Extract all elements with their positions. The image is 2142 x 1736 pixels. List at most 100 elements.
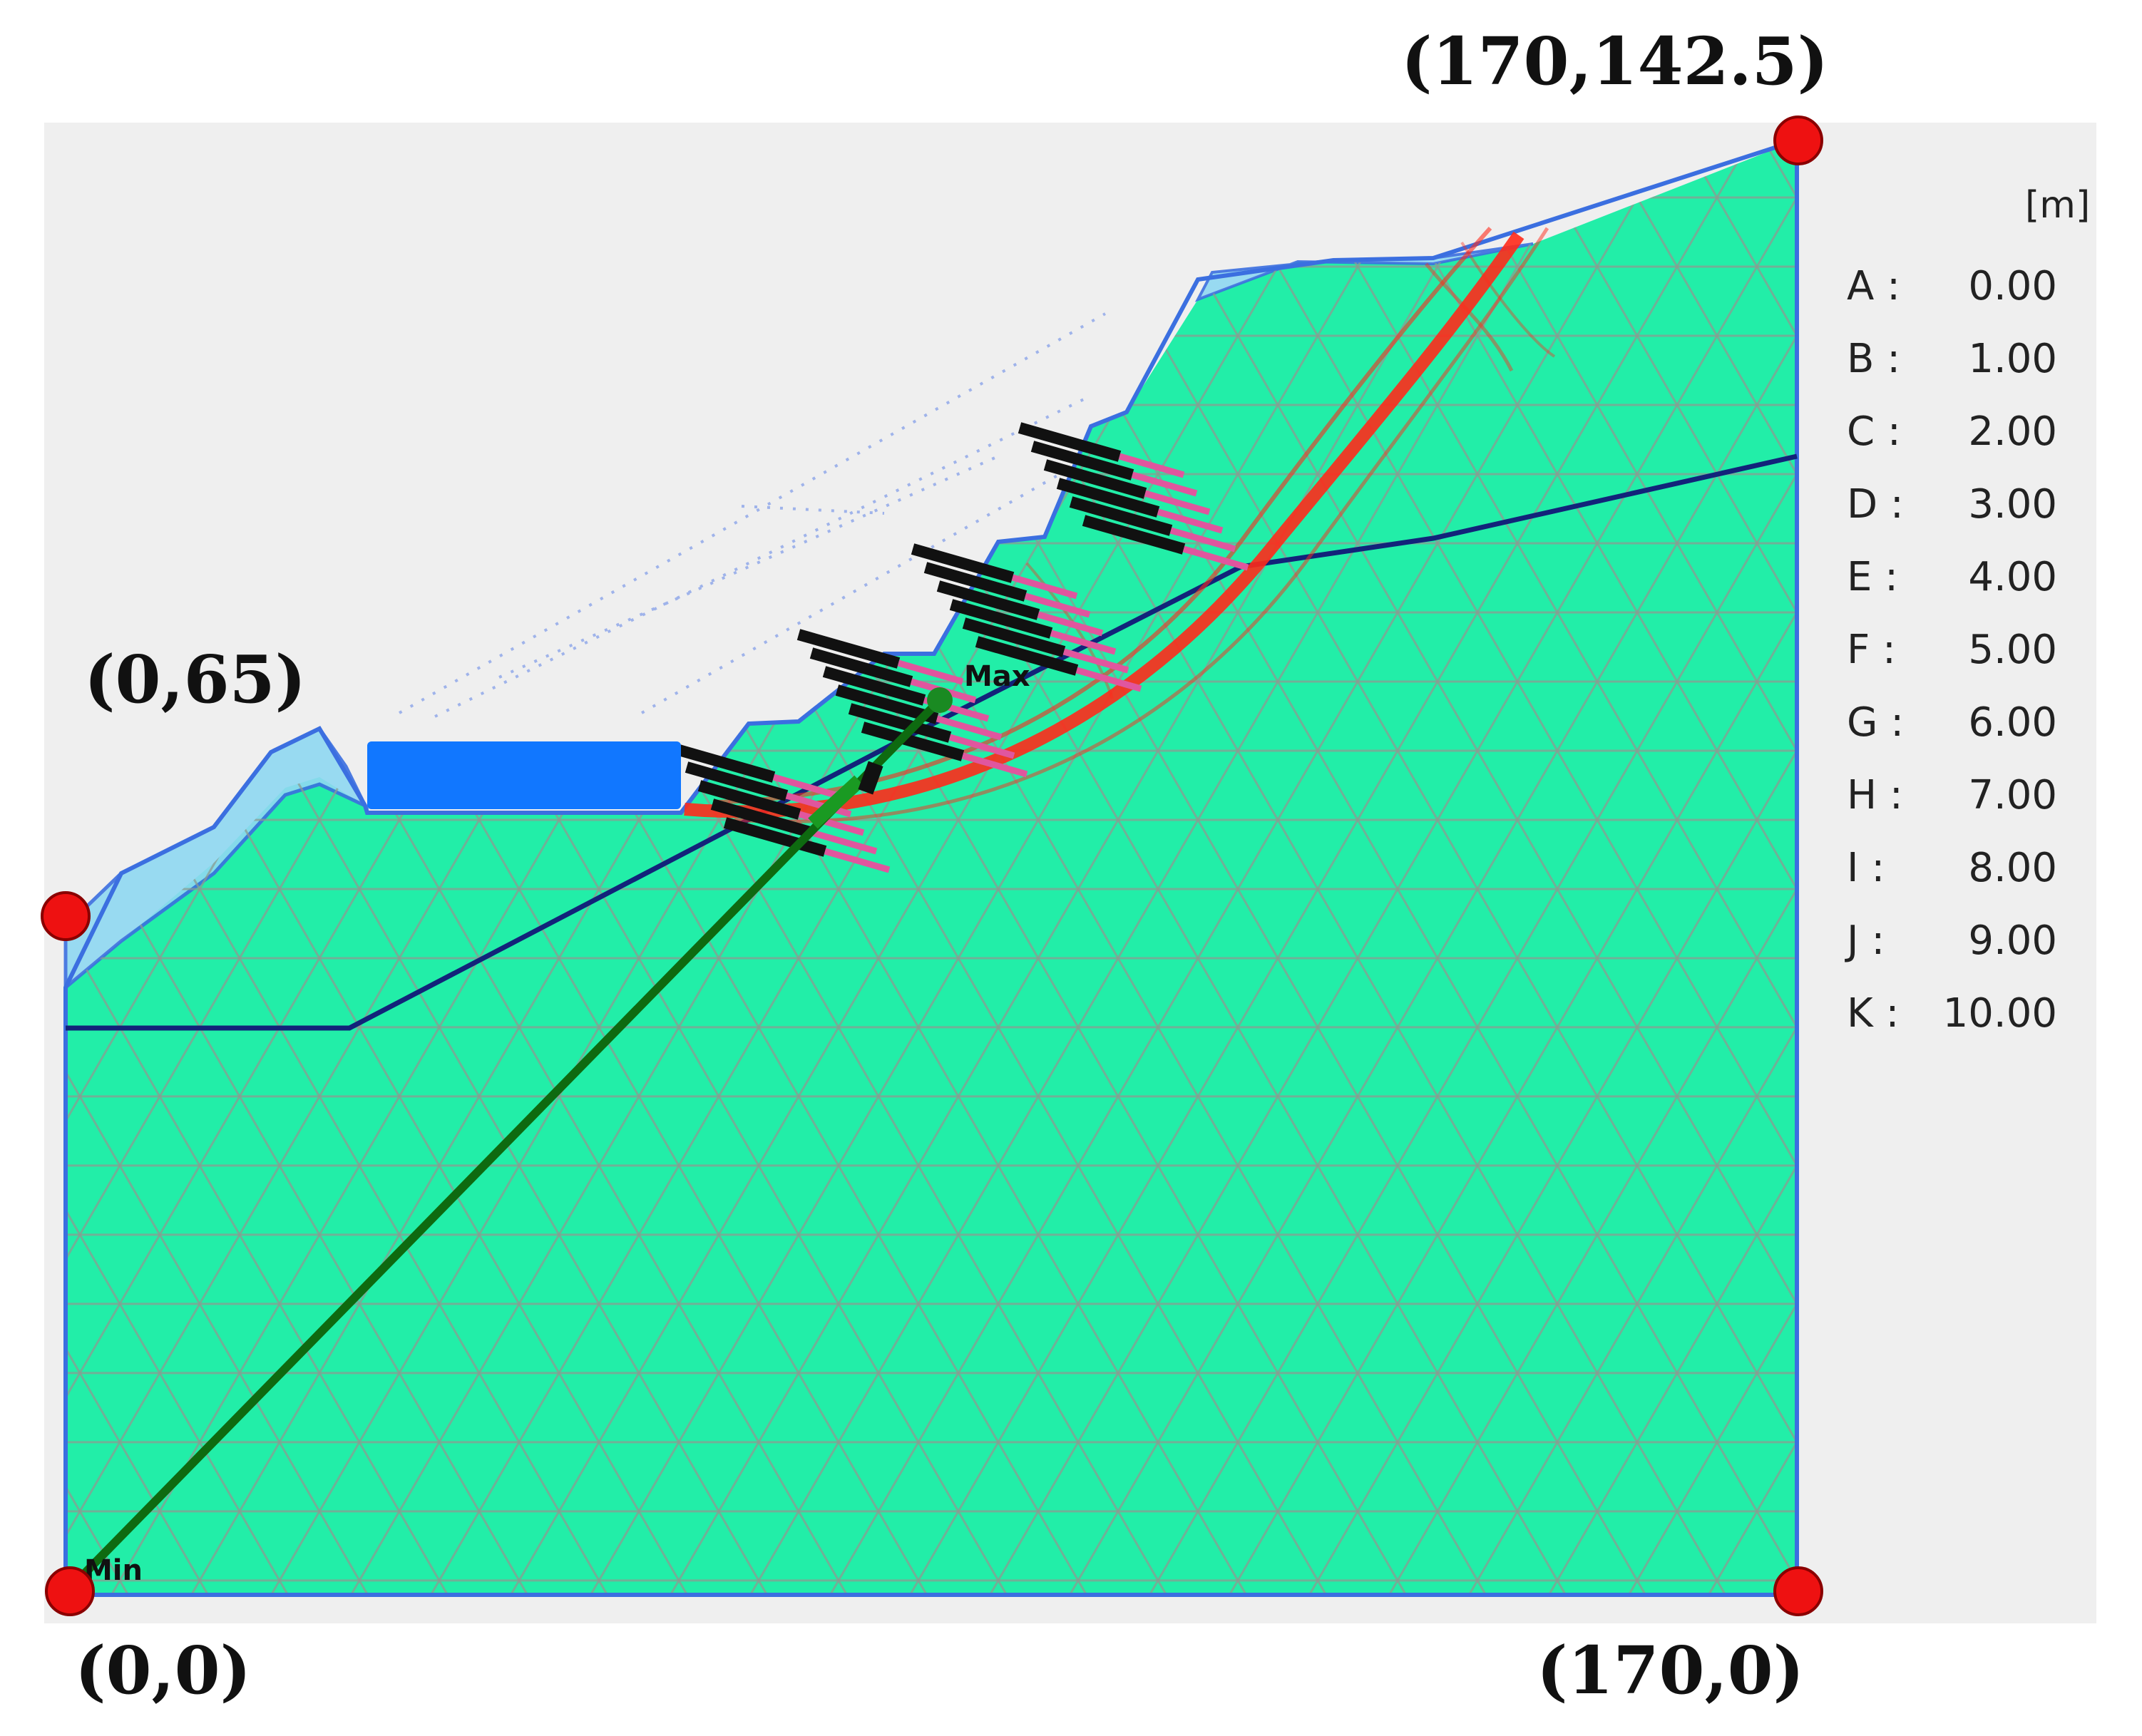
mesh-edge — [1398, 1650, 1438, 1719]
mesh-edge — [837, 1442, 880, 1512]
mesh-edge — [1636, 335, 1679, 406]
mesh-edge — [1476, 888, 1519, 959]
mesh-edge — [677, 1580, 720, 1595]
mesh-edge — [1756, 957, 1797, 1028]
mesh-edge — [1276, 1096, 1319, 1166]
mesh-edge — [1157, 1096, 1199, 1166]
corner-label-left: (0,65) — [84, 641, 306, 718]
mesh-edge — [639, 1650, 679, 1719]
anchor-bonded-length — [911, 543, 1015, 583]
mesh-edge — [359, 1719, 399, 1736]
corner-point-left — [41, 891, 91, 941]
mesh-edge — [438, 1580, 481, 1595]
mesh-edge — [1316, 1511, 1359, 1581]
mesh-edge — [1676, 1511, 1718, 1581]
mesh-edge — [1356, 1027, 1399, 1097]
mesh-edge — [439, 1650, 479, 1719]
max-point-marker — [927, 687, 953, 713]
mesh-edge — [1756, 1372, 1797, 1443]
mesh-edge — [1278, 1719, 1318, 1736]
mesh-edge — [997, 1511, 1040, 1581]
mesh-edge — [278, 1372, 321, 1443]
mesh-edge — [1396, 1165, 1439, 1236]
mesh-edge — [1676, 888, 1718, 959]
mesh-edge — [997, 1234, 1040, 1305]
mesh-edge — [1756, 1096, 1797, 1166]
mesh-edge — [1356, 1165, 1399, 1236]
mesh-edge — [1396, 543, 1439, 613]
mesh-edge — [158, 888, 201, 959]
mesh-edge — [238, 1372, 281, 1443]
mesh-edge — [1756, 750, 1797, 821]
mesh-edge — [0, 1166, 40, 1235]
mesh-edge — [1596, 1442, 1639, 1512]
mesh-edge — [1037, 957, 1080, 1028]
mesh-edge — [0, 128, 40, 197]
mesh-edge — [438, 1234, 481, 1305]
mesh-edge — [1276, 681, 1319, 751]
anchor-tail — [785, 792, 852, 818]
mesh-edge — [1596, 1372, 1639, 1443]
mesh-edge — [997, 1165, 1040, 1236]
mesh-edge — [1676, 1372, 1718, 1443]
mesh-edge — [717, 1234, 760, 1305]
mesh-edge — [957, 1511, 1000, 1581]
mesh-edge — [719, 1650, 759, 1719]
mesh-edge — [78, 1580, 121, 1595]
mesh-edge — [358, 1372, 401, 1443]
mesh-edge — [319, 1719, 359, 1736]
mesh-edge — [757, 1580, 800, 1595]
mesh-edge — [1157, 750, 1199, 821]
mesh-edge — [1037, 1303, 1080, 1374]
mesh-edge — [1516, 404, 1559, 475]
mesh-edge — [1556, 750, 1599, 821]
mesh-edge — [1636, 197, 1679, 267]
mesh-edge — [1636, 1234, 1679, 1305]
mesh-edge — [1037, 1442, 1080, 1512]
mesh-edge — [439, 1719, 479, 1736]
mesh-edge — [1196, 1027, 1239, 1097]
mesh-edge — [158, 957, 201, 1028]
mesh-edge — [1117, 1027, 1159, 1097]
mesh-edge — [1236, 1234, 1279, 1305]
mesh-edge — [957, 957, 1000, 1028]
mesh-edge — [1236, 1580, 1279, 1595]
mesh-edge — [1556, 473, 1599, 544]
mesh-edge — [1716, 473, 1758, 544]
mesh-edge — [877, 1580, 920, 1595]
anchor-tail — [1169, 527, 1236, 553]
mesh-edge — [1676, 1027, 1718, 1097]
mesh-edge — [478, 819, 521, 890]
mesh-edge — [1236, 1372, 1279, 1443]
mesh-edge — [238, 1511, 281, 1581]
mesh-edge — [998, 1650, 1038, 1719]
mesh-edge — [1037, 1027, 1080, 1097]
mesh-edge — [1396, 1511, 1439, 1581]
mesh-edge — [278, 1096, 321, 1166]
mesh-edge — [198, 1234, 241, 1305]
anchor-bonded-length — [1056, 478, 1160, 518]
anchor-bonded-length — [1043, 459, 1147, 499]
mesh-edge — [877, 957, 920, 1028]
mesh-edge — [1757, 1719, 1797, 1736]
mesh-edge — [1316, 266, 1359, 337]
mesh-edge — [558, 1165, 600, 1236]
mesh-edge — [1476, 1303, 1519, 1374]
legend-key: H : — [1847, 772, 1903, 818]
mesh-edge — [1117, 750, 1159, 821]
mesh-edge — [1716, 197, 1758, 267]
mesh-edge — [1676, 197, 1718, 267]
mesh-edge — [1556, 1096, 1599, 1166]
mesh-edge — [1556, 335, 1599, 406]
mesh-edge — [1716, 543, 1758, 613]
mesh-edge — [1276, 266, 1319, 337]
mesh-edge — [1398, 1719, 1438, 1736]
mesh-edge — [957, 1234, 1000, 1305]
anchor-bonded-length — [962, 617, 1066, 657]
mesh-edge — [558, 957, 600, 1028]
mesh-edge — [1196, 1234, 1239, 1305]
mesh-edge — [917, 888, 960, 959]
anchor-bonded-length — [685, 761, 789, 801]
anchor-tail — [811, 829, 878, 855]
mesh-edge — [1276, 750, 1319, 821]
